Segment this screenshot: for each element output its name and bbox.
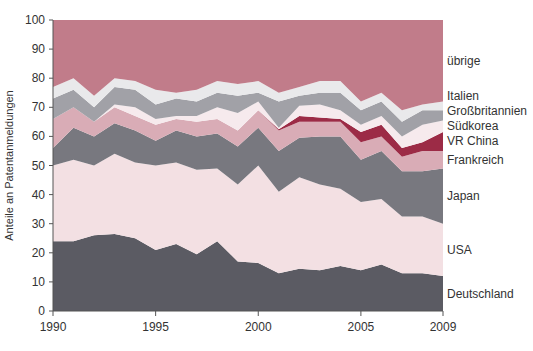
series-label: Frankreich [447,153,504,167]
x-tick-label: 2000 [245,320,272,334]
y-tick-label: 40 [32,188,46,202]
y-tick-label: 70 [32,100,46,114]
area [53,20,443,110]
y-tick-label: 90 [32,42,46,56]
x-tick [53,311,54,316]
y-axis-label: Anteile an Patentanmeldungen [3,90,15,240]
y-tick [49,78,53,79]
y-tick [49,223,53,224]
y-tick [49,194,53,195]
x-tick-label: 1995 [142,320,169,334]
y-tick-label: 50 [32,159,46,173]
series-label: VR China [447,134,499,148]
y-tick [49,252,53,253]
y-tick [49,165,53,166]
y-tick-label: 60 [32,129,46,143]
x-tick-label: 2009 [430,320,457,334]
x-tick [443,311,444,316]
x-tick [360,311,361,316]
y-tick-label: 80 [32,71,46,85]
areas [53,20,443,311]
x-tick [258,311,259,316]
y-tick-label: 100 [25,13,45,27]
y-tick [49,20,53,21]
series-label: übrige [447,54,481,68]
x-tick-label: 2005 [348,320,375,334]
y-tick [49,107,53,108]
series-label: Großbritannien [447,104,527,118]
y-tick-label: 20 [32,246,46,260]
x-tick [155,311,156,316]
series-label: Südkorea [447,119,499,133]
series-label: Italien [447,89,479,103]
y-tick [49,281,53,282]
y-tick [49,49,53,50]
y-tick-label: 30 [32,217,46,231]
series-label: Deutschland [447,287,514,301]
chart: 0 10 20 30 40 50 60 70 80 90 100 1990 1995 2000 2005 20… [0,0,533,351]
y-tick-label: 10 [32,275,46,289]
series-label: USA [447,243,472,257]
y-tick-label: 0 [38,304,45,318]
x-tick-label: 1990 [40,320,67,334]
series-label: Japan [447,189,480,203]
y-tick [49,311,53,312]
x-axis [53,311,443,312]
y-tick [49,136,53,137]
